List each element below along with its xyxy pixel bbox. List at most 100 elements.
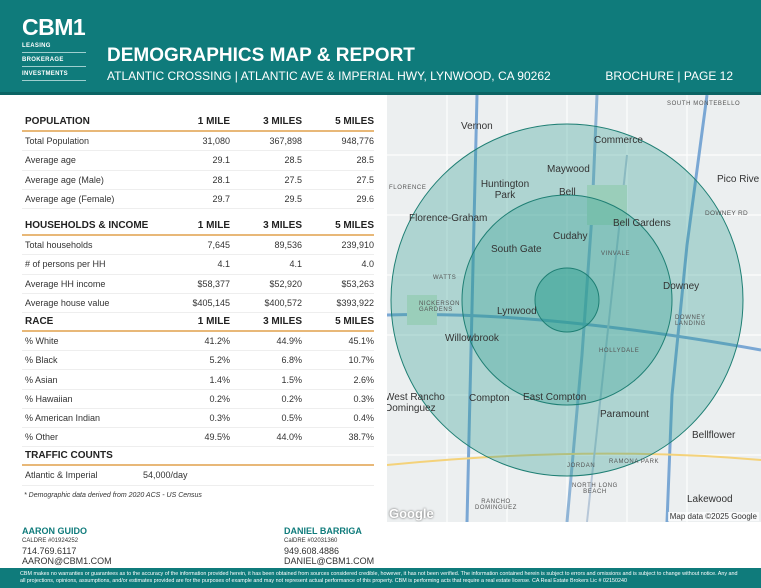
section-gap [22,209,374,217]
section-title: POPULATION [25,116,90,128]
column-header: 3 MILES [263,220,302,232]
contact-license: CalDRE #02031360 [284,538,338,544]
row-value: 4.1 [217,259,230,270]
column-header: 1 MILE [197,220,230,232]
row-value: 0.2% [209,393,230,404]
section-header: POPULATION 1 MILE 3 MILES 5 MILES [22,113,374,133]
row-value: 948,776 [341,136,374,147]
table-row: % Asian 1.4% 1.5% 2.6% [22,370,374,390]
row-label: Average house value [25,297,110,308]
google-logo[interactable]: Google [389,506,434,521]
row-value: 41.2% [204,336,230,347]
table-row: Average age (Female) 29.7 29.5 29.6 [22,190,374,209]
row-value: 89,536 [274,240,302,251]
map-place: Lynwood [497,306,537,317]
table-row: Average age 29.1 28.5 28.5 [22,151,374,171]
logo-line: BROKERAGE [22,53,86,67]
map-place: Willowbrook [445,333,499,344]
map-area: DOWNEY RD [705,210,749,217]
table-row: Average age (Male) 28.1 27.5 27.5 [22,171,374,190]
map-place: Commerce [594,135,643,146]
contact-daniel-barriga: DANIEL BARRIGA CalDRE #02031360 949.608.… [284,526,374,566]
row-value: 5.2% [209,355,230,366]
contact-phone[interactable]: 714.769.6117 [22,546,77,556]
map-place: Downey [663,281,700,292]
logo-line: LEASING [22,39,86,53]
row-value: 29.1 [212,155,230,166]
table-row: % Other 49.5% 44.0% 38.7% [22,428,374,448]
row-value: 27.5 [284,174,302,185]
row-value: 29.6 [356,193,374,204]
header: CBM1 LEASING BROKERAGE INVESTMENTS DEMOG… [0,0,761,95]
map-place: Compton [469,393,510,404]
row-value: 6.8% [281,355,302,366]
contact-aaron-guido: AARON GUIDO CALDRE #01924252 714.769.611… [22,526,112,566]
row-label: % Other [25,432,59,443]
logo-text: CBM1 [22,14,86,40]
row-value: 45.1% [348,336,374,347]
map-place: Bell [559,187,576,198]
row-label: % Hawaiian [25,393,73,404]
map-place: Bellflower [692,430,736,441]
cbm1-logo: CBM1 LEASING BROKERAGE INVESTMENTS [22,15,86,81]
logo-line: INVESTMENTS [22,67,86,81]
row-value: 44.0% [276,432,302,443]
map-place: South Gate [491,244,542,255]
row-value: 49.5% [204,432,230,443]
row-value: 1.5% [281,374,302,385]
contact-email[interactable]: AARON@CBM1.COM [22,556,112,566]
map-area: NORTH LONG BEACH [572,483,618,495]
row-value: 7,645 [207,240,230,251]
row-label: # of persons per HH [25,259,106,270]
row-label: Total Population [25,136,90,147]
row-value: 10.7% [348,355,374,366]
demographics-table: POPULATION 1 MILE 3 MILES 5 MILES Total Popu… [22,113,374,499]
map-place: West Rancho Dominguez [387,392,445,414]
contact-phone[interactable]: 949.608.4886 [284,546,340,556]
row-label: Atlantic & Imperial [25,470,98,481]
map-area: RAMONA PARK [609,459,660,465]
table-row: # of persons per HH 4.1 4.1 4.0 [22,255,374,275]
contact-license: CALDRE #01924252 [22,538,79,544]
contact-name: DANIEL BARRIGA [284,526,362,536]
row-value: $52,920 [269,278,302,289]
row-label: Average age [25,155,76,166]
map-graphic [387,95,761,522]
data-source-note: * Demographic data derived from 2020 ACS… [24,491,202,499]
row-value: 27.5 [356,174,374,185]
contact-email[interactable]: DANIEL@CBM1.COM [284,556,375,566]
row-value: 28.5 [284,155,302,166]
row-value: 54,000/day [143,470,188,481]
row-label: Average age (Male) [25,174,104,185]
table-row: % Black 5.2% 6.8% 10.7% [22,351,374,371]
column-header: 3 MILES [263,116,302,128]
table-row: Total households 7,645 89,536 239,910 [22,236,374,256]
radius-3-miles [461,194,673,406]
column-header: 5 MILES [335,116,374,128]
page-number: BROCHURE | PAGE 12 [605,69,733,83]
map-place: Paramount [600,409,649,420]
table-row: % White 41.2% 44.9% 45.1% [22,332,374,352]
row-value: 0.3% [209,412,230,423]
map-attribution[interactable]: Map data ©2025 Google [667,512,759,521]
map-place: Lakewood [687,494,733,505]
map-area: SOUTH MONTEBELLO [667,101,741,107]
column-header: 5 MILES [335,220,374,232]
row-value: 38.7% [348,432,374,443]
section-title: HOUSEHOLDS & INCOME [25,220,149,232]
section-title: TRAFFIC COUNTS [25,450,113,462]
row-value: 28.5 [356,155,374,166]
contact-name: AARON GUIDO [22,526,87,536]
row-value: 44.9% [276,336,302,347]
map-place: Maywood [547,164,590,175]
row-value: 29.5 [284,193,302,204]
map-area: HOLLYDALE [599,348,640,354]
traffic-header: TRAFFIC COUNTS [22,447,374,467]
map-area: NICKERSON GARDENS [419,301,461,313]
row-value: 1.4% [209,374,230,385]
row-value: $393,922 [336,297,374,308]
map-place: Florence-Graham [409,213,488,224]
row-value: 0.2% [281,393,302,404]
row-label: % Asian [25,374,58,385]
demographics-map[interactable]: Vernon Commerce Maywood Pico Rive Huntin… [387,95,761,522]
